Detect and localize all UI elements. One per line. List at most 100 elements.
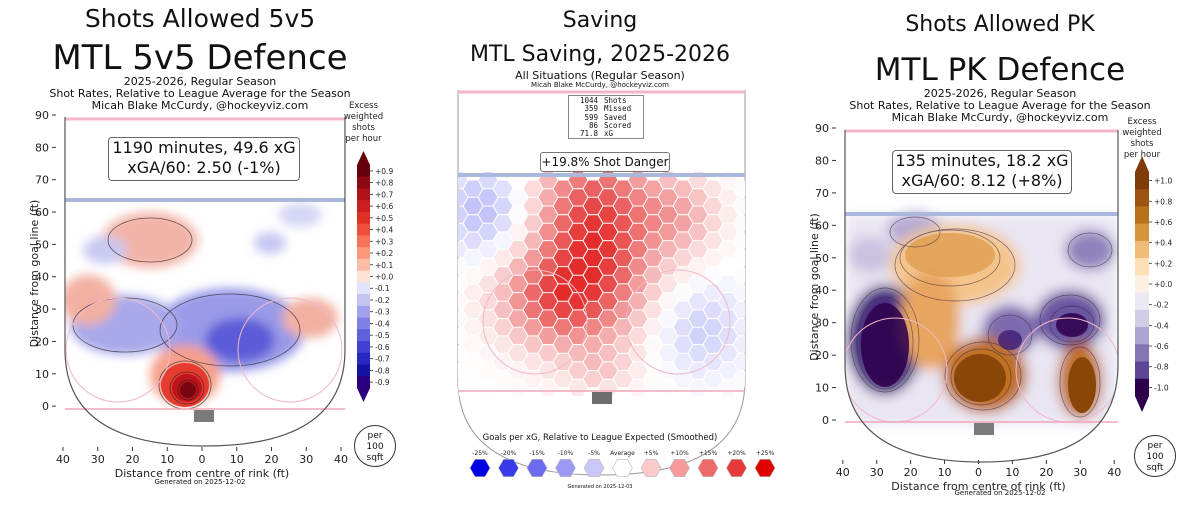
middle-hex-cell [688,206,708,223]
middle-hex-cell [458,206,468,223]
middle-hex-cell [463,197,483,215]
middle-hex-cell [523,180,543,197]
middle-hex-cell [463,284,483,301]
middle-hex-cell [764,371,783,387]
middle-hex-cell [458,379,468,396]
right-colorbar-swatch [1135,206,1149,225]
left-unit-sqft: sqft [366,453,384,463]
middle-hex-cell [598,258,618,275]
middle-hex-cell [523,249,543,267]
middle-hex-cell [613,336,633,353]
left-xtick-label: 30 [299,453,313,466]
middle-hex-cell [658,206,678,223]
middle-hex-cell [643,215,663,232]
left-ylabel: Distance from goal line (ft) [28,200,41,348]
middle-hex-cell [613,215,633,232]
left-colorbar-swatch [357,364,370,377]
middle-legend-hex [754,458,776,478]
middle-hex-cell [553,284,573,301]
middle-hex-cell [673,301,693,318]
middle-hex-cell [643,336,663,353]
right-ytick-label: 80 [815,154,829,167]
middle-hex-cell [458,327,468,344]
middle-hex-cell [628,379,648,396]
middle-hex-cell [613,180,633,197]
left-colorbar-label: -0.1 [375,284,390,293]
left-goal-net [194,410,214,422]
middle-hex-cell [458,241,468,258]
middle-hex-cell [568,275,588,293]
middle-hex-cell [478,241,498,258]
left-colorbar-label: +0.9 [375,167,393,176]
right-ytick-label: 40 [815,284,829,297]
middle-hex-cell [458,293,468,310]
left-xtick-label: 10 [230,453,244,466]
right-title: MTL PK Defence [874,52,1126,88]
middle-hex-cell [458,362,468,379]
middle-hex-cell [463,371,483,388]
middle-hex-cell [764,181,783,197]
middle-legend-label: +20% [727,450,746,457]
middle-hex-cell [688,223,708,241]
middle-hex-cell [749,259,768,275]
middle-stat-value: 71.8 [579,129,598,139]
middle-hex-cell [583,319,603,336]
middle-stat-row: 86 Scored [572,121,640,130]
middle-hex-cell [628,327,648,344]
middle-hex-cell [493,336,513,353]
middle-hex-cell [508,327,528,344]
middle-hex-cell [673,353,693,370]
middle-legend-label: -5% [588,450,600,457]
right-unit-100: 100 [1146,452,1164,462]
middle-hex-cell [703,215,723,232]
middle-hex-cell [658,310,678,327]
middle-danger-text: +19.8% Shot Danger [541,155,669,169]
middle-hex-cell [718,362,738,379]
right-colorbar-swatch [1135,240,1149,259]
middle-hex-cell [688,241,708,258]
middle-hex-cell [538,275,558,293]
right-colorbar-label: -0.4 [1154,321,1169,330]
middle-hex-cell [613,232,633,249]
middle-hex-cell [733,215,745,232]
middle-hex-cell [658,293,678,310]
middle-generated: Generated on 2025-12-03 [567,484,633,490]
left-xtick-label: 40 [56,453,70,466]
left-colorbar-swatch [357,341,370,354]
right-colorbar-bottom-arrow [1135,396,1149,412]
middle-stat-value: 359 [584,104,598,114]
middle-stat-label: Missed [604,104,632,114]
right-xtick-label: 0 [975,466,982,479]
right-author: Micah Blake McCurdy, @hockeyviz.com [891,111,1109,124]
middle-hex-cell [478,223,498,241]
middle-hex-cell [523,232,543,249]
left-colorbar-label: -0.6 [375,343,390,352]
middle-hex-cell [463,232,483,249]
middle-hex-cell [458,275,468,293]
middle-legend-label: +10% [670,450,689,457]
middle-hex-cell [764,250,783,266]
middle-legend-hex [612,458,633,478]
middle-hex-cell [688,379,708,396]
middle-hex-cell [553,197,573,215]
middle-hex-cell [493,319,513,336]
middle-hex-cell [658,345,678,362]
middle-panel: Saving MTL Saving, 2025-2026 All Situati… [400,0,800,507]
middle-hex-cell [643,197,663,215]
middle-hex-cell [628,362,648,379]
middle-hex-cell [598,223,618,241]
middle-hex-cell [508,362,528,379]
middle-hex-cell [658,379,678,396]
middle-hex-cell [733,301,745,318]
middle-hex-cell [538,310,558,327]
left-colorbar-swatch [357,211,370,225]
left-colorbar-label: -0.3 [375,308,390,317]
left-colorbar-swatch [357,200,370,213]
middle-hex-cell [598,310,618,327]
left-colorbar-label: +0.6 [375,202,393,211]
middle-hex-cell [749,345,768,361]
middle-hex-cell [493,215,513,232]
left-colorbar-swatch [357,188,370,201]
left-colorbar-swatch [357,329,370,342]
left-colorbar-label: -0.4 [375,319,390,328]
